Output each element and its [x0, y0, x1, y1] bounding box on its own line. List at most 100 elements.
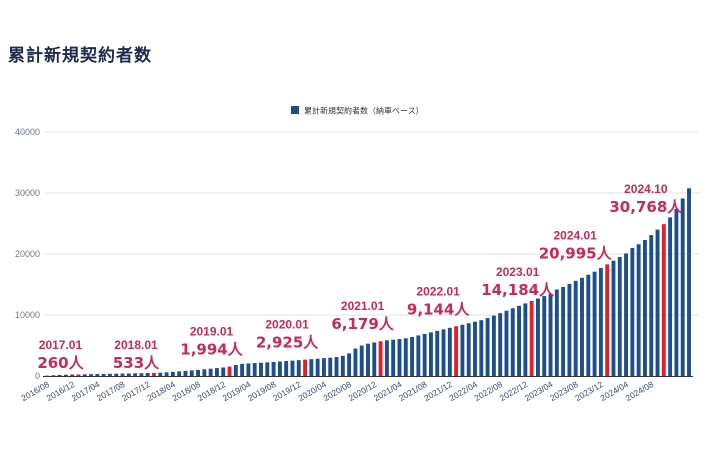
annotation-value: 1,994人	[180, 341, 243, 359]
bar-2018-05	[177, 371, 182, 376]
annotation-value: 260人	[37, 354, 84, 372]
bar-2018-11	[214, 368, 219, 376]
annotation-date: 2021.01	[341, 299, 385, 313]
bar-2017-05	[101, 373, 106, 376]
bar-2023-02	[535, 298, 540, 376]
annotations: 2017.01 260人 2018.01 533人 2019.01 1,994人 2020.…	[37, 182, 683, 372]
bar-2023-09	[580, 277, 584, 376]
annotation-2024-10: 2024.10 30,768人	[609, 182, 683, 216]
bar-2018-12	[221, 367, 226, 376]
bar-2020-02	[309, 359, 314, 376]
bar-2017-08	[120, 373, 125, 376]
bar-2024-03	[617, 257, 622, 376]
y-axis-ticks: 0 10000 20000 30000 40000	[15, 127, 40, 381]
y-tick-label: 30000	[15, 188, 40, 198]
annotation-value: 6,179人	[331, 315, 394, 333]
bar-2023-11	[592, 271, 597, 376]
bar-2017-12	[145, 373, 150, 376]
bar-2019-12	[296, 360, 301, 376]
bar-2021-01	[378, 341, 383, 376]
bar-2017-07	[114, 373, 119, 376]
bar-2017-06	[107, 373, 112, 376]
bar-2019-02	[233, 365, 238, 376]
bar-2017-04	[95, 374, 100, 376]
x-axis-ticks: 2016/082016/122017/042017/082017/122018/…	[19, 379, 655, 403]
bar-2018-10	[208, 368, 213, 376]
bar-2021-07	[416, 335, 421, 376]
annotation-date: 2020.01	[265, 318, 309, 332]
legend: 累計新規契約者数（納車ベース）	[291, 106, 424, 116]
bar-2018-03	[164, 372, 169, 376]
bar-2019-08	[271, 361, 276, 376]
x-tick-label: 2024/08	[624, 379, 656, 403]
bar-2024-11	[668, 217, 673, 376]
bar-2024-02	[611, 260, 616, 376]
bar-2020-09	[353, 348, 358, 376]
bar-2018-04	[170, 371, 175, 376]
bar-2024-09	[655, 229, 660, 376]
bar-2019-07	[265, 362, 270, 376]
bar-2024-01	[605, 264, 610, 376]
y-tick-label: 40000	[15, 127, 40, 137]
bar-2020-01	[303, 359, 308, 376]
bar-2022-05	[479, 320, 484, 376]
bar-2019-06	[259, 362, 263, 376]
bar-2016-09	[51, 375, 56, 377]
bar-2022-11	[517, 305, 522, 376]
annotation-2022-01: 2022.01 9,144人	[407, 284, 470, 318]
bar-2022-01	[454, 326, 459, 376]
bar-2021-03	[391, 339, 396, 376]
bar-2019-09	[277, 361, 282, 376]
bar-2018-02	[158, 372, 163, 376]
bar-2017-02	[82, 374, 87, 376]
bar-2022-08	[498, 313, 503, 376]
y-tick-label: 10000	[15, 310, 40, 320]
legend-swatch	[291, 106, 299, 114]
bar-2017-11	[139, 373, 144, 376]
bar-2023-06	[561, 286, 566, 376]
bar-2018-01	[152, 372, 156, 376]
bar-2021-12	[447, 327, 452, 376]
bar-2017-01	[76, 374, 81, 376]
bar-2017-09	[126, 373, 131, 376]
bar-2022-02	[460, 324, 465, 376]
bar-2021-02	[384, 340, 389, 376]
bar-2022-10	[510, 308, 515, 376]
annotation-2017-01: 2017.01 260人	[37, 338, 84, 372]
bar-2019-03	[240, 363, 245, 376]
bar-2020-06	[334, 357, 339, 376]
bar-2018-08	[196, 369, 201, 376]
annotation-value: 14,184人	[481, 281, 555, 299]
bar-2021-05	[403, 338, 408, 376]
legend-label: 累計新規契約者数（納車ベース）	[304, 106, 424, 116]
annotation-date: 2018.01	[114, 338, 158, 352]
bar-2021-06	[410, 336, 415, 376]
bar-2020-08	[347, 353, 352, 376]
annotation-date: 2023.01	[496, 265, 540, 279]
bar-2021-11	[441, 329, 446, 376]
bar-2024-05	[630, 247, 635, 376]
bar-2018-06	[183, 370, 188, 376]
bar-2022-09	[504, 310, 509, 376]
y-tick-label: 0	[35, 371, 40, 381]
bar-2021-09	[428, 332, 433, 376]
annotation-date: 2024.10	[624, 182, 668, 196]
bar-2016-11	[63, 374, 68, 376]
bar-2024-08	[649, 235, 654, 376]
annotation-2019-01: 2019.01 1,994人	[180, 325, 243, 359]
y-tick-label: 20000	[15, 249, 40, 259]
bar-2025-02	[687, 188, 691, 376]
bar-2022-07	[491, 315, 496, 376]
bar-2019-11	[290, 360, 295, 376]
bar-2019-05	[252, 363, 257, 376]
bar-2024-07	[642, 239, 647, 376]
bar-2023-01	[529, 300, 534, 376]
bar-2024-04	[624, 253, 629, 376]
bar-2021-04	[397, 339, 402, 376]
bar-2019-01	[227, 366, 232, 376]
bar-2019-10	[284, 361, 289, 376]
gridlines	[45, 131, 700, 316]
bar-2023-05	[554, 289, 559, 376]
annotation-2018-01: 2018.01 533人	[113, 338, 160, 372]
